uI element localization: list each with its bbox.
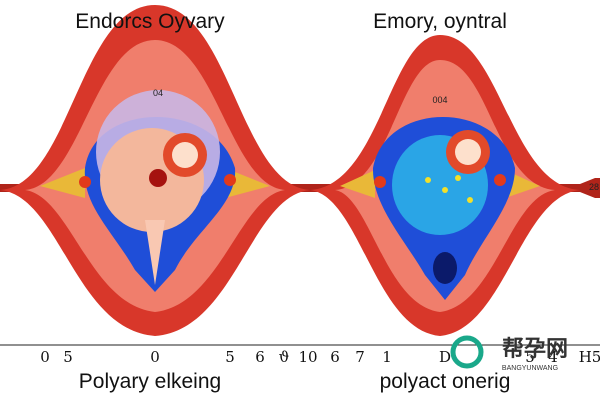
axis-label: ϑ [279, 348, 290, 366]
axis-label: D [439, 348, 451, 366]
axis-label: 6 [330, 348, 340, 366]
axis-label: H5 [579, 348, 600, 366]
figure-title: Emory, oyntral [373, 10, 507, 33]
axis-label: 10 [298, 348, 317, 366]
axis-label: 6 [255, 348, 265, 366]
band [0, 184, 600, 192]
caption: polyact onerig [380, 370, 511, 393]
figure-title: Endorcs Oyvary [75, 10, 225, 33]
axis-label: 5 [525, 348, 535, 366]
axis-labels: 0 5 0 5 6 ϑ 10 6 7 1 D 5 4 H5 [40, 348, 600, 366]
caption: Polyary elkeing [79, 370, 221, 393]
axis-label: 0 [40, 348, 50, 366]
watermark-subtitle: BANGYUNWANG [502, 365, 558, 372]
watermark: 帮孕网 BANGYUNWANG [450, 335, 568, 372]
inner-label: 004 [432, 95, 447, 105]
left-figure [0, 5, 310, 336]
side-label: 28 [589, 182, 599, 192]
axis-label: 0 [150, 348, 160, 366]
watermark-title: 帮孕网 [502, 336, 568, 362]
axis-label: 5 [63, 348, 73, 366]
axis-label: 4 [548, 348, 558, 366]
axis-label: 7 [355, 348, 365, 366]
axis-label: 1 [382, 348, 392, 366]
axis-label: 5 [225, 348, 235, 366]
right-figure [310, 35, 600, 336]
inner-label: 04 [153, 88, 163, 98]
